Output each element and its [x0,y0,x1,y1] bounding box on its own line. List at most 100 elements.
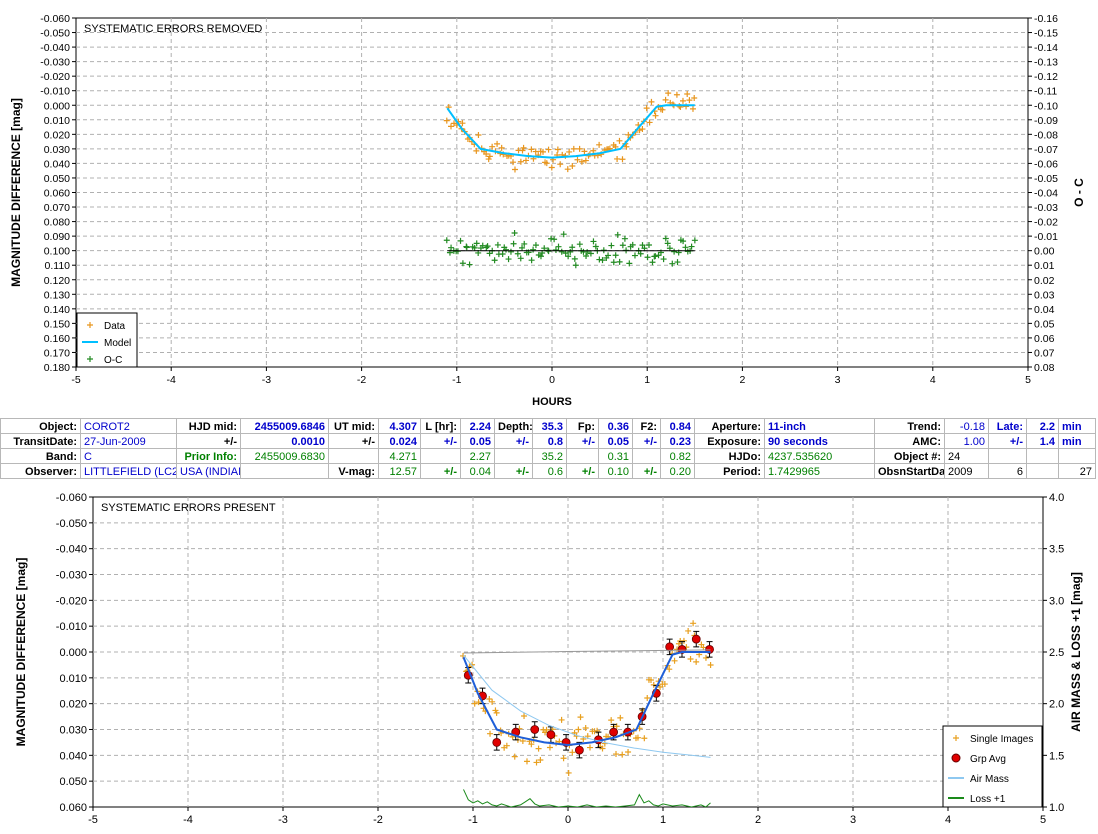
data-point [616,137,623,144]
data-point [601,740,608,747]
data-point [560,231,567,238]
data-point [484,243,491,250]
data-point [644,694,651,701]
y-tick-label: 0.080 [44,217,70,229]
info-cell: 0.82 [660,448,695,464]
chart-systematic-present: -0.060 -0.050 -0.040 -0.030 -0.020 -0.010 0.00… [14,492,1083,826]
data-point [619,242,626,249]
x-tick-label: 1 [660,814,666,826]
data-point [613,723,620,730]
info-cell: 0.0010 [240,433,329,449]
data-point [483,244,490,251]
data-point [691,94,698,101]
data-point [543,160,550,167]
data-point [702,654,709,661]
series-o-c [443,230,698,269]
data-point [660,256,667,263]
y-tick-label: 0.130 [44,289,70,301]
data-point [639,242,646,249]
data-point [682,244,689,251]
info-cell: 0.05 [598,433,633,449]
y-tick-label: -0.050 [56,518,87,530]
legend-marker [87,356,93,362]
y2-tick-label: 0.05 [1034,318,1055,330]
data-point [569,162,576,169]
x-tick-label: -1 [468,814,478,826]
data-point [684,90,691,97]
x-tick-label: 5 [1040,814,1046,826]
data-point [514,250,521,257]
legend-label: Grp Avg [970,754,1006,765]
data-point [473,240,480,247]
info-cell: Band: [0,448,81,464]
data-point [528,741,535,748]
y-tick-label: 0.170 [44,347,70,359]
info-cell: 0.8 [532,433,567,449]
data-point [578,158,585,165]
data-point [619,156,626,163]
data-point [647,677,654,684]
data-point [517,255,524,262]
data-point [454,248,461,255]
data-point [541,245,548,252]
data-point [443,117,450,124]
info-cell: COROT2 [80,418,177,434]
data-point [521,712,528,719]
y2-tick-label: 0.06 [1034,333,1055,345]
x-tick-label: 0 [565,814,571,826]
data-point [493,709,500,716]
y2-tick-label: -0.09 [1034,115,1058,127]
legend-box [76,312,138,368]
y2-tick-label: -0.04 [1034,188,1058,200]
plot-marks [443,90,698,269]
y-tick-label: 0.000 [44,100,70,112]
info-cell: F2: [632,418,661,434]
info-cell: +/- [988,433,1027,449]
x-tick-label: 5 [1025,374,1031,386]
info-cell [240,463,329,479]
info-cell: C [80,448,177,464]
data-point [570,145,577,152]
data-point [614,155,621,162]
info-cell: 2.24 [460,418,495,434]
data-point [576,241,583,248]
y2-tick-label: 3.0 [1049,595,1064,607]
data-point [486,153,493,160]
y-tick-label: 0.060 [59,802,87,814]
info-cell: -0.18 [944,418,989,434]
info-cell [1026,448,1059,464]
info-cell: +/- [328,433,379,449]
data-point [652,112,659,119]
x-tick-label: -5 [88,814,98,826]
info-cell: Prior Info: [176,448,241,464]
x-tick-label: 0 [549,374,555,386]
y2-tick-label: -0.02 [1034,217,1058,229]
y2-tick-label: 1.0 [1049,802,1064,814]
info-cell: 1.7429965 [764,463,875,479]
data-point [594,727,601,734]
data-point [517,158,524,165]
info-cell: 35.3 [532,418,567,434]
info-cell: Depth: [494,418,533,434]
info-cell: L [hr]: [420,418,461,434]
y-tick-label: -0.010 [40,86,70,98]
data-point [558,716,565,723]
data-point [551,236,558,243]
series-line [462,651,711,747]
x-tick-label: -5 [71,374,80,386]
y-tick-label: 0.150 [44,318,70,330]
data-point [528,257,535,264]
data-point [590,147,597,154]
info-cell: 6 [988,463,1027,479]
y2-tick-label: -0.05 [1034,173,1058,185]
info-cell: 0.84 [660,418,695,434]
info-cell [632,448,661,464]
data-point [443,237,450,244]
y2-tick-label: -0.06 [1034,158,1058,170]
info-cell: Aperture: [694,418,765,434]
data-point [507,248,514,255]
series-model [446,104,695,159]
data-point [679,97,686,104]
info-cell: +/- [494,463,533,479]
data-point [554,146,561,153]
